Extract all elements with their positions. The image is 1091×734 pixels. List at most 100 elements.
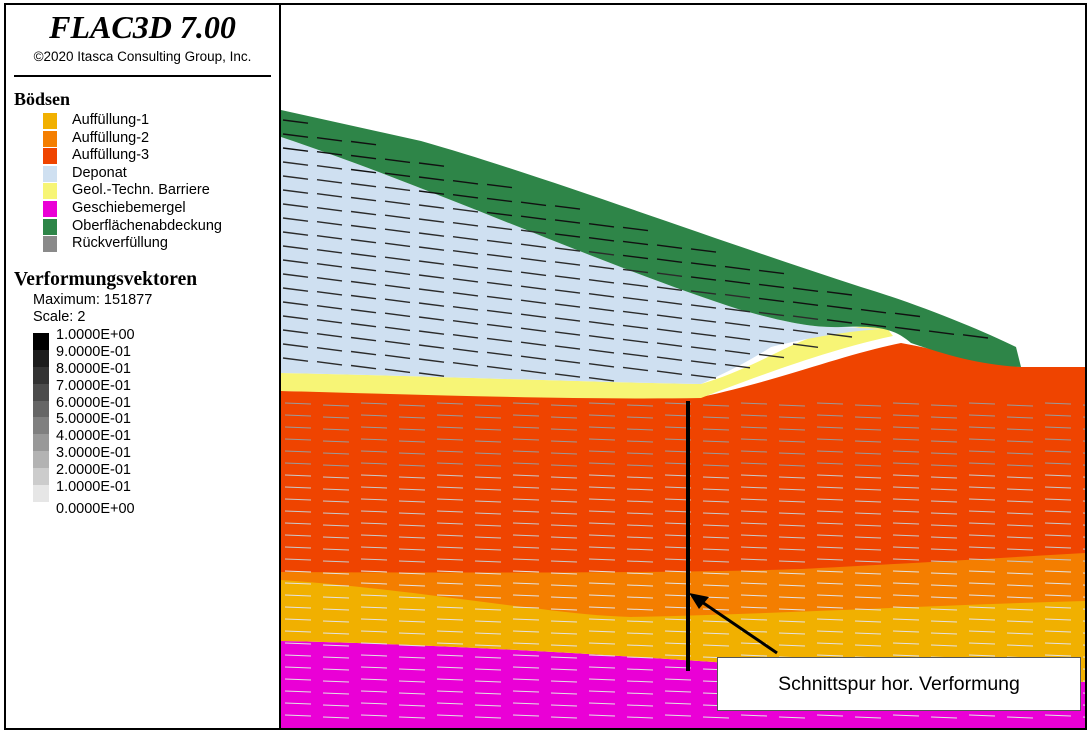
vector-arrow: [360, 510, 388, 513]
vector-arrow: [322, 596, 350, 599]
vector-arrow: [282, 147, 309, 152]
vector-arrow: [384, 214, 411, 220]
vector-arrow: [350, 350, 377, 356]
vector-arrow: [740, 546, 768, 549]
vector-arrow: [418, 190, 445, 195]
model-viewport[interactable]: [281, 5, 1085, 728]
vector-arrow: [418, 274, 445, 279]
vector-arrow: [816, 474, 844, 477]
vector-arrow: [854, 476, 882, 479]
vector-arrow: [322, 644, 350, 647]
scale-swatch: [33, 383, 49, 401]
vector-arrow: [322, 692, 350, 695]
vector-arrow: [550, 608, 578, 611]
vector-arrow: [892, 510, 920, 513]
vector-arrow: [854, 500, 882, 503]
vector-arrow: [452, 306, 479, 311]
vector-arrow: [1006, 512, 1034, 515]
vector-arrow: [740, 570, 768, 573]
vector-arrow: [474, 584, 502, 587]
vector-arrow: [550, 440, 578, 443]
vector-arrow: [622, 282, 649, 288]
vector-arrow: [282, 259, 309, 264]
vector-arrow: [816, 654, 844, 657]
vector-arrow: [350, 308, 377, 314]
scale-swatch: [33, 400, 49, 418]
scale-label: 1.0000E-01: [56, 479, 131, 496]
vector-arrow: [656, 356, 683, 361]
vector-arrow: [894, 326, 921, 332]
vector-arrow: [384, 158, 411, 164]
vector-arrow: [322, 632, 350, 635]
vector-arrow: [550, 632, 578, 635]
vector-arrow: [452, 278, 479, 283]
vector-arrow: [622, 226, 649, 232]
vector-arrow: [930, 464, 958, 467]
vector-arrow: [282, 301, 309, 306]
vector-arrow: [702, 524, 730, 527]
vector-arrow: [384, 354, 411, 360]
vector-arrow: [968, 558, 996, 561]
vector-arrow: [554, 317, 581, 322]
vector-arrow: [778, 608, 806, 611]
vector-arrow: [398, 404, 426, 407]
vector-arrow: [554, 205, 581, 210]
scale-swatch: [33, 485, 49, 502]
vector-arrow: [816, 534, 844, 537]
scale-swatch: [33, 451, 49, 469]
vector-arrow: [1006, 584, 1034, 587]
vector-arrow: [854, 716, 882, 719]
vector-arrow: [512, 474, 540, 477]
vector-arrow: [854, 620, 882, 623]
vector-arrow: [626, 500, 654, 503]
callout-arrowhead: [689, 593, 709, 609]
vector-arrow: [436, 642, 464, 645]
vector-arrow: [436, 690, 464, 693]
vector-arrow: [930, 500, 958, 503]
vector-arrow: [588, 702, 616, 705]
material-swatch: [43, 113, 57, 129]
vector-arrow: [360, 654, 388, 657]
vector-arrow: [1044, 462, 1072, 465]
vector-arrow: [550, 656, 578, 659]
vector-arrow: [968, 402, 996, 405]
vector-arrow: [854, 608, 882, 611]
vector-arrow: [512, 498, 540, 501]
vector-arrow: [398, 464, 426, 467]
vector-arrow: [664, 690, 692, 693]
vector-arrow: [360, 618, 388, 621]
vector-arrow: [398, 584, 426, 587]
vector-arrow: [702, 428, 730, 431]
vector-arrow: [690, 332, 717, 337]
vector-arrow: [588, 570, 616, 573]
vector-arrow: [968, 582, 996, 585]
vector-arrow: [436, 522, 464, 525]
vector-arrow: [626, 584, 654, 587]
vector-arrow: [626, 416, 654, 419]
vector-arrow: [778, 536, 806, 539]
material-label: Rückverfüllung: [72, 235, 168, 252]
vector-arrow: [816, 582, 844, 585]
vector-arrow: [854, 572, 882, 575]
section-trace-label: Schnittspur hor. Verformung: [717, 657, 1081, 711]
vector-arrow: [474, 536, 502, 539]
vector-arrow: [474, 596, 502, 599]
vector-arrow: [512, 510, 540, 513]
vector-arrow: [740, 474, 768, 477]
vector-arrow: [626, 476, 654, 479]
scale-swatch: [33, 502, 49, 519]
vector-arrow: [512, 534, 540, 537]
vector-arrow: [322, 704, 350, 707]
vector-arrow: [554, 219, 581, 224]
vector-arrow: [360, 606, 388, 609]
vector-arrow: [474, 500, 502, 503]
vector-arrow: [588, 654, 616, 657]
vector-arrow: [968, 462, 996, 465]
vector-arrow: [512, 402, 540, 405]
vector-arrow: [1006, 524, 1034, 527]
vector-arrow: [758, 325, 785, 331]
vector-arrow: [1044, 498, 1072, 501]
vector-arrow: [626, 620, 654, 623]
vector-arrow: [350, 322, 377, 328]
vector-arrow: [474, 548, 502, 551]
